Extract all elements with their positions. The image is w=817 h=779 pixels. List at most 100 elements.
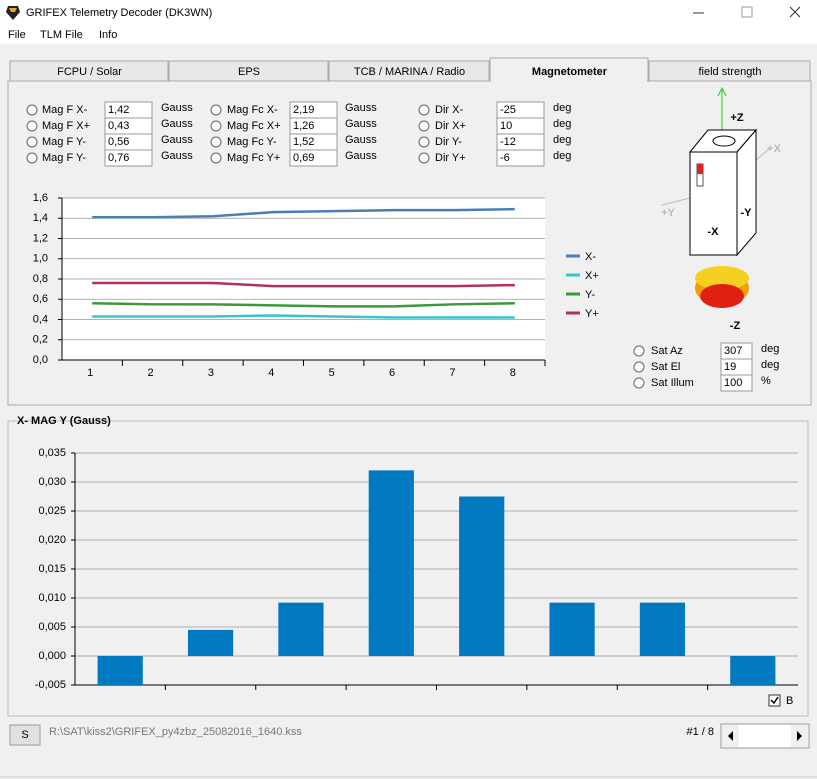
scroll-left-arrow <box>728 731 733 741</box>
menu-item[interactable]: TLM File <box>40 29 83 41</box>
radio-button[interactable] <box>633 345 645 357</box>
radio-button[interactable] <box>210 136 222 148</box>
legend-label: X- <box>585 251 596 263</box>
field-label: Dir X- <box>435 104 463 116</box>
series-line <box>92 207 515 219</box>
field-value: 1,42 <box>108 104 129 116</box>
field-label: Mag F Y- <box>42 152 86 164</box>
bar <box>459 496 505 656</box>
y-tick-label: 0,030 <box>38 476 66 488</box>
scroll-right-arrow <box>797 731 802 741</box>
field-label: Mag F X- <box>42 104 88 116</box>
bar <box>639 602 686 656</box>
tab-label[interactable]: TCB / MARINA / Radio <box>354 66 465 78</box>
app-icon-detail <box>9 8 17 12</box>
app-icon <box>6 6 20 20</box>
close-button[interactable] <box>789 6 801 18</box>
y-tick-label: 0,2 <box>33 334 48 346</box>
menu-item[interactable]: Info <box>99 29 117 41</box>
y-tick-label: 0,005 <box>38 621 66 633</box>
tab-label[interactable]: field strength <box>699 66 762 78</box>
field-value: 100 <box>724 377 742 389</box>
sat-port <box>712 135 736 147</box>
radio-button[interactable] <box>210 104 222 116</box>
radio-button[interactable] <box>418 120 430 132</box>
x-tick-label: 1 <box>87 367 93 379</box>
x-tick-label: 7 <box>449 367 455 379</box>
field-label: Sat Illum <box>651 377 694 389</box>
legend-label: X+ <box>585 270 599 282</box>
checkmark <box>770 696 779 705</box>
x-tick-label: 8 <box>510 367 516 379</box>
field-value: -12 <box>500 136 516 148</box>
y-tick-label: 0,8 <box>33 273 48 285</box>
field-unit: Gauss <box>161 102 193 114</box>
z-arrow <box>717 86 727 97</box>
radio-button[interactable] <box>633 361 645 373</box>
bar <box>368 470 414 656</box>
field-value: 1,52 <box>293 136 314 148</box>
y-tick-label: 0,015 <box>38 563 66 575</box>
field-unit: deg <box>761 359 779 371</box>
axis-label: +X <box>767 143 781 155</box>
y-tick-label: 0,025 <box>38 505 66 517</box>
file-path: R:\SAT\kiss2\GRIFEX_py4zbz_25082016_1640… <box>49 726 302 738</box>
y-tick-label: 0,035 <box>38 447 66 459</box>
radio-button[interactable] <box>633 377 645 389</box>
field-label: Mag Fc Y- <box>227 136 277 148</box>
tab-label[interactable]: FCPU / Solar <box>57 66 122 78</box>
field-value: -6 <box>500 152 510 164</box>
title-bar <box>0 0 817 26</box>
series-line <box>92 281 515 288</box>
radio-button[interactable] <box>210 120 222 132</box>
y-tick-label: 1,4 <box>33 212 48 224</box>
field-value: 0,56 <box>108 136 129 148</box>
radio-button[interactable] <box>26 120 38 132</box>
axis-label: -Z <box>730 320 741 332</box>
footer-button-label[interactable]: S <box>21 729 28 741</box>
field-value: 307 <box>724 345 742 357</box>
field-unit: % <box>761 375 771 387</box>
radio-button[interactable] <box>26 104 38 116</box>
y-tick-label: 0,020 <box>38 534 66 546</box>
maximize-button[interactable] <box>741 6 753 18</box>
field-label: Mag Fc Y+ <box>227 152 280 164</box>
axis-label: -Y <box>741 207 753 219</box>
sat-panel-red <box>697 164 703 174</box>
x-tick-label: 6 <box>389 367 395 379</box>
x-tick-label: 3 <box>208 367 214 379</box>
radio-button[interactable] <box>26 136 38 148</box>
field-value: 0,69 <box>293 152 314 164</box>
field-unit: Gauss <box>161 118 193 130</box>
radio-button[interactable] <box>210 152 222 164</box>
menu-item[interactable]: File <box>8 29 26 41</box>
value-box <box>289 149 338 167</box>
bar <box>97 656 143 685</box>
radio-button[interactable] <box>26 152 38 164</box>
footer-button[interactable] <box>9 724 41 746</box>
antenna-pattern-top <box>695 266 749 290</box>
series-line <box>92 302 515 308</box>
checkbox[interactable] <box>768 694 781 707</box>
field-unit: Gauss <box>345 118 377 130</box>
y-tick-label: 1,6 <box>33 192 48 204</box>
field-label: Sat El <box>651 361 680 373</box>
field-unit: deg <box>553 150 571 162</box>
tab-label[interactable]: Magnetometer <box>532 66 608 78</box>
y-tick-label: 0,010 <box>38 592 66 604</box>
radio-button[interactable] <box>418 104 430 116</box>
legend-label: Y- <box>585 289 595 301</box>
field-unit: deg <box>761 343 779 355</box>
bar <box>549 602 595 656</box>
radio-button[interactable] <box>418 136 430 148</box>
radio-button[interactable] <box>418 152 430 164</box>
field-unit: Gauss <box>161 150 193 162</box>
field-unit: deg <box>553 118 571 130</box>
legend-label: Y+ <box>585 308 599 320</box>
tab-label[interactable]: EPS <box>238 66 260 78</box>
y-tick-label: 0,000 <box>38 650 66 662</box>
field-label: Mag Fc X- <box>227 104 278 116</box>
field-label: Dir Y+ <box>435 152 466 164</box>
value-box <box>104 149 153 167</box>
